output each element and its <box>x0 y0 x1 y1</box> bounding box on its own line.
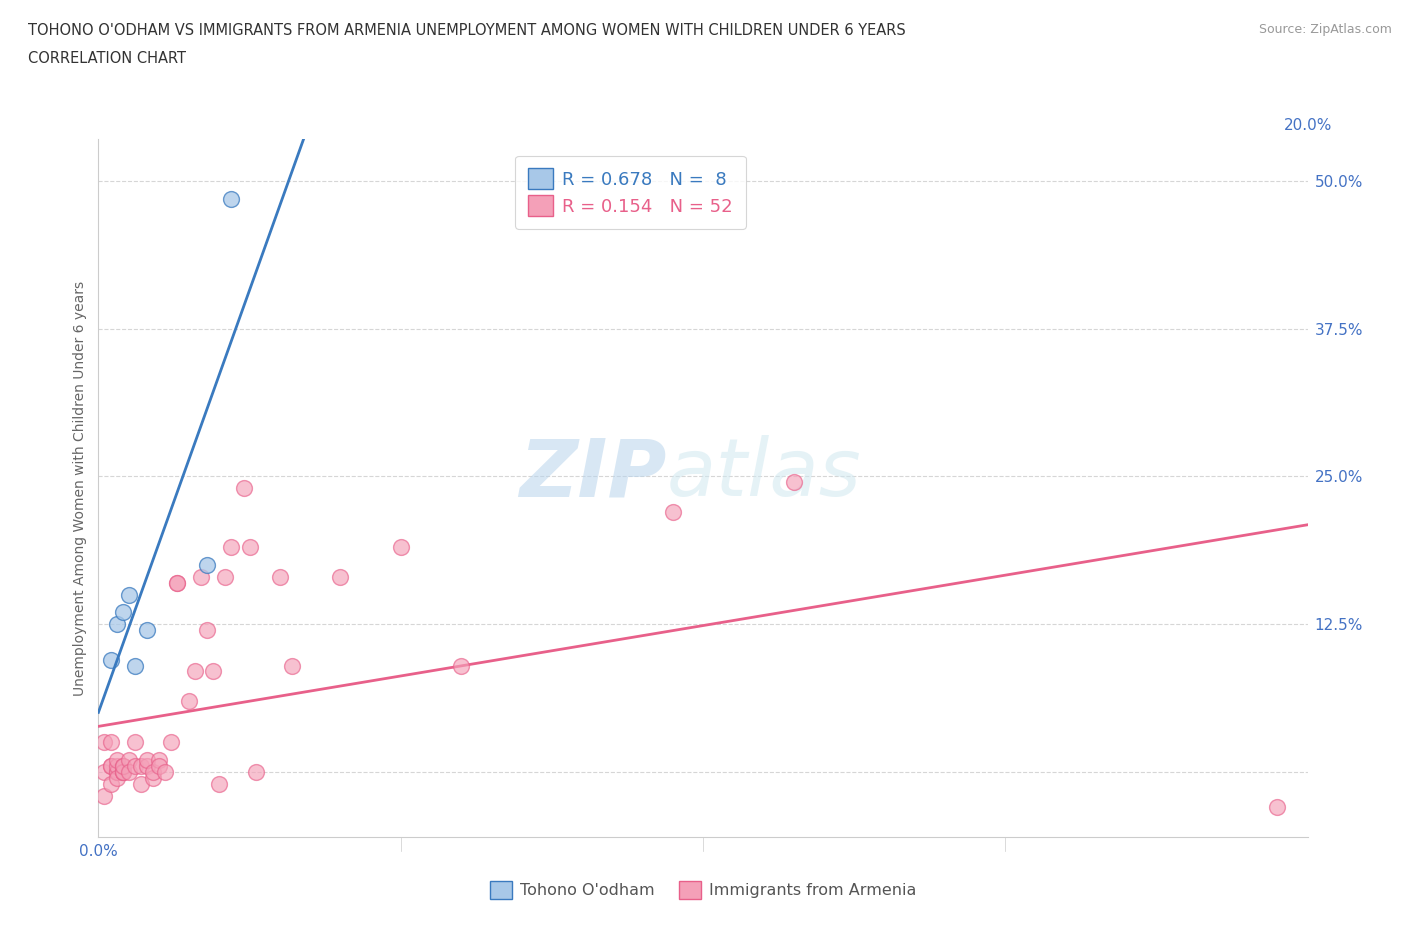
Point <box>111 604 134 619</box>
Point <box>202 664 225 679</box>
Point <box>329 569 352 584</box>
Point <box>105 752 128 767</box>
Text: CORRELATION CHART: CORRELATION CHART <box>28 51 186 66</box>
Point <box>111 764 134 779</box>
Point <box>142 764 165 779</box>
Y-axis label: Unemployment Among Women with Children Under 6 years: Unemployment Among Women with Children U… <box>73 281 87 696</box>
Point <box>135 623 157 638</box>
Point <box>111 759 134 774</box>
Point <box>111 764 134 779</box>
Point <box>148 759 170 774</box>
Point <box>450 658 472 673</box>
Point <box>221 192 243 206</box>
Point <box>93 789 115 804</box>
Point <box>166 576 188 591</box>
Point <box>100 777 122 791</box>
Text: ZIP: ZIP <box>519 435 666 513</box>
Point <box>135 759 157 774</box>
Text: Source: ZipAtlas.com: Source: ZipAtlas.com <box>1258 23 1392 36</box>
Point <box>160 735 183 750</box>
Point <box>100 759 122 774</box>
Point <box>111 764 134 779</box>
Point <box>662 504 685 519</box>
Point <box>118 587 141 602</box>
Point <box>105 770 128 785</box>
Point <box>1267 800 1289 815</box>
Point <box>153 764 176 779</box>
Point <box>118 752 141 767</box>
Point <box>111 759 134 774</box>
Point <box>124 759 146 774</box>
Point <box>239 540 262 555</box>
Point <box>389 540 412 555</box>
Point <box>124 658 146 673</box>
Point <box>129 777 152 791</box>
Point <box>118 764 141 779</box>
Point <box>105 764 128 779</box>
Point <box>783 475 806 490</box>
Point <box>105 759 128 774</box>
Point <box>208 777 231 791</box>
Point <box>93 764 115 779</box>
Point <box>105 764 128 779</box>
Point <box>184 664 207 679</box>
Point <box>232 481 254 496</box>
Point <box>129 759 152 774</box>
Point <box>269 569 291 584</box>
Point <box>142 770 165 785</box>
Point <box>135 752 157 767</box>
Point <box>245 764 267 779</box>
Point <box>105 617 128 631</box>
Point <box>190 569 212 584</box>
Text: atlas: atlas <box>666 435 862 513</box>
Point <box>93 735 115 750</box>
Point <box>100 735 122 750</box>
Point <box>148 752 170 767</box>
Point <box>179 694 201 709</box>
Point <box>214 569 236 584</box>
Point <box>281 658 304 673</box>
Point <box>100 652 122 667</box>
Point <box>221 540 243 555</box>
Point <box>124 735 146 750</box>
Point <box>100 759 122 774</box>
Point <box>195 558 218 573</box>
Text: TOHONO O'ODHAM VS IMMIGRANTS FROM ARMENIA UNEMPLOYMENT AMONG WOMEN WITH CHILDREN: TOHONO O'ODHAM VS IMMIGRANTS FROM ARMENI… <box>28 23 905 38</box>
Point <box>166 576 188 591</box>
Legend: Tohono O'odham, Immigrants from Armenia: Tohono O'odham, Immigrants from Armenia <box>484 874 922 906</box>
Point <box>195 623 218 638</box>
